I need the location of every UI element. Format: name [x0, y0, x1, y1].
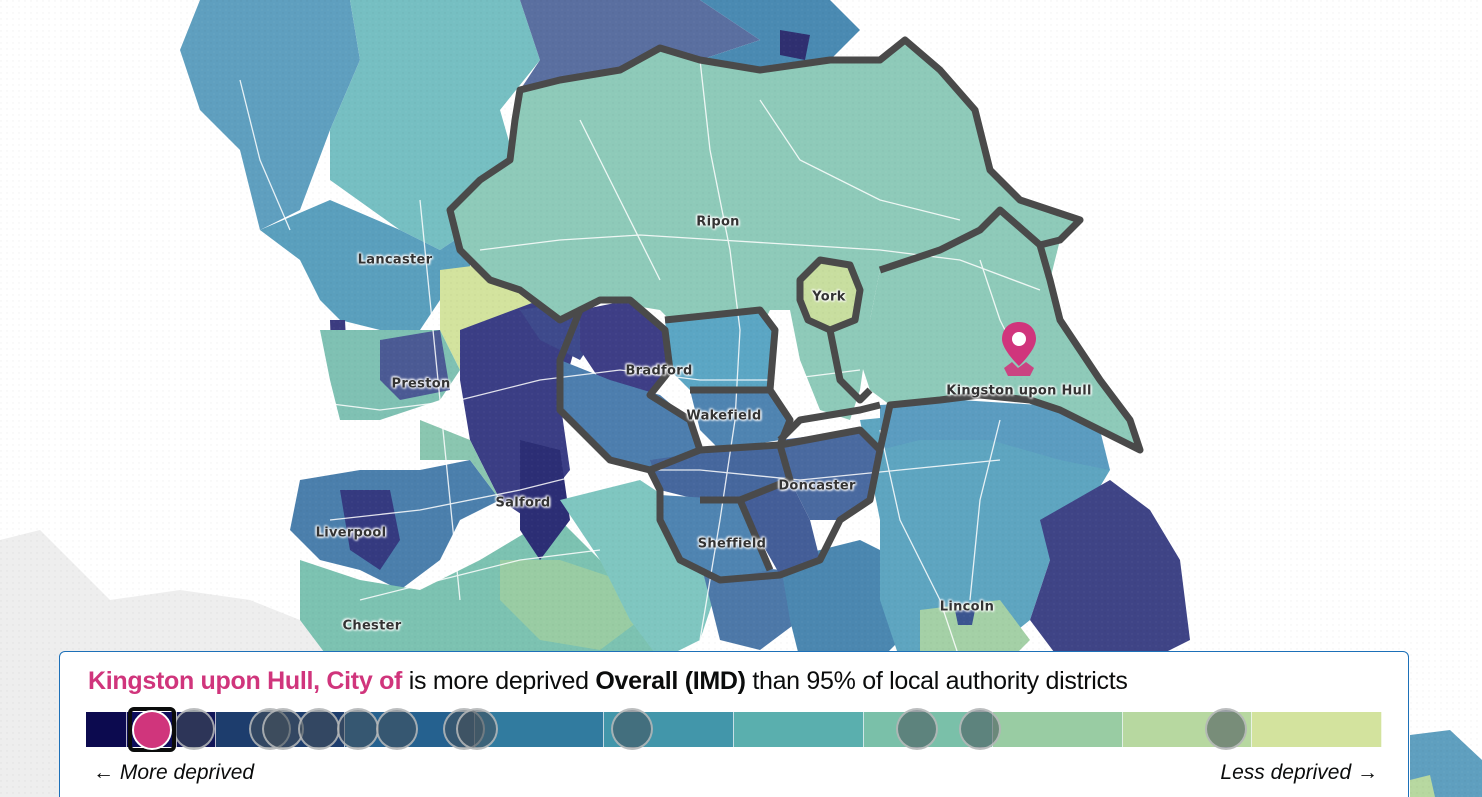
place-label: Wakefield [686, 408, 762, 424]
district-marker[interactable] [895, 708, 938, 750]
area-name[interactable]: Kingston upon Hull, City of [88, 667, 403, 695]
place-label: Kingston upon Hull [946, 383, 1092, 399]
scale-segment [1252, 712, 1382, 747]
selected-district-marker[interactable] [132, 710, 173, 750]
place-label: Lancaster [357, 252, 433, 268]
district-marker[interactable] [610, 708, 653, 750]
district-marker[interactable] [376, 708, 419, 750]
place-label: Preston [391, 376, 451, 392]
comparison-text: is more deprived [402, 667, 596, 695]
district-marker[interactable] [337, 708, 380, 750]
place-label: Liverpool [315, 525, 387, 541]
place-label: Chester [342, 618, 402, 634]
selected-location-marker[interactable] [998, 320, 1040, 380]
district-marker[interactable] [456, 708, 499, 750]
district-marker[interactable] [1205, 708, 1248, 750]
scale-segment [734, 712, 864, 747]
region-outline [446, 36, 1144, 584]
place-label: Sheffield [697, 536, 767, 552]
district-marker[interactable] [172, 708, 215, 750]
place-label: Lincoln [939, 599, 995, 615]
deprivation-strip-chart [86, 707, 1382, 752]
place-label: York [812, 289, 846, 305]
place-label: Ripon [696, 214, 740, 230]
district-marker[interactable] [959, 708, 1002, 750]
map-pin-icon [1002, 322, 1036, 376]
more-deprived-label: ← More deprived [93, 761, 255, 784]
less-deprived-label: Less deprived → [1220, 761, 1378, 784]
summary-headline: Kingston upon Hull, City of is more depr… [88, 667, 1128, 696]
indicator-name: Overall (IMD) [595, 667, 746, 695]
percentile-text: than 95% of local authority districts [745, 667, 1128, 695]
district-marker[interactable] [298, 708, 341, 750]
deprivation-summary-panel: Kingston upon Hull, City of is more depr… [59, 651, 1409, 797]
roads [239, 59, 1041, 661]
place-label: Salford [495, 495, 551, 511]
place-label: Bradford [625, 363, 693, 379]
scale-segment [993, 712, 1123, 747]
scale-segment [86, 712, 128, 747]
place-label: Doncaster [778, 478, 856, 494]
